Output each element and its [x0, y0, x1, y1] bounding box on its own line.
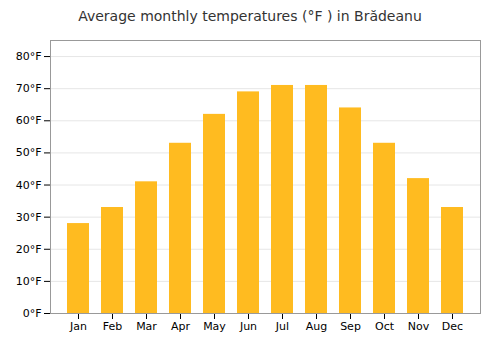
svg-text:0°F: 0°F	[23, 307, 42, 320]
svg-text:May: May	[203, 320, 226, 333]
svg-text:Feb: Feb	[103, 320, 122, 333]
svg-text:Oct: Oct	[375, 320, 395, 333]
svg-text:Jan: Jan	[69, 320, 87, 333]
svg-text:70°F: 70°F	[16, 82, 42, 95]
svg-text:Dec: Dec	[442, 320, 463, 333]
svg-text:Apr: Apr	[171, 320, 191, 333]
svg-text:60°F: 60°F	[16, 114, 42, 127]
svg-text:Nov: Nov	[408, 320, 430, 333]
svg-text:Aug: Aug	[306, 320, 327, 333]
svg-text:20°F: 20°F	[16, 243, 42, 256]
svg-text:30°F: 30°F	[16, 211, 42, 224]
svg-text:Jun: Jun	[239, 320, 257, 333]
svg-text:40°F: 40°F	[16, 179, 42, 192]
svg-text:Jul: Jul	[275, 320, 289, 333]
svg-text:80°F: 80°F	[16, 50, 42, 63]
svg-text:Sep: Sep	[340, 320, 361, 333]
svg-text:10°F: 10°F	[16, 275, 42, 288]
svg-text:50°F: 50°F	[16, 146, 42, 159]
html-text:Average monthly temperatures (: Average monthly temperatures (°F ) in Br…	[78, 8, 422, 24]
svg-text:Mar: Mar	[136, 320, 157, 333]
